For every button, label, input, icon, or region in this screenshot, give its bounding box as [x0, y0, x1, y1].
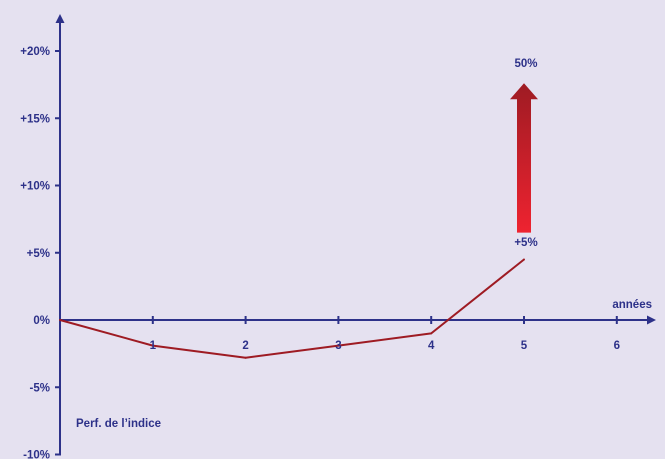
arrow-layer	[510, 83, 538, 233]
y-axis-arrowhead	[55, 14, 65, 23]
y-tick-label: +5%	[27, 248, 50, 260]
x-tick-label: 5	[521, 340, 528, 352]
series-point	[523, 258, 525, 261]
annotation-label: +5%	[514, 237, 537, 249]
x-tick-label: 4	[428, 340, 435, 352]
labels-layer: -10% -5% 0% +5% +10% +15% +20% 1 2 3 4 5 6 années Perf…	[20, 46, 652, 459]
series-point	[59, 319, 61, 321]
series-layer	[59, 258, 525, 359]
series-point	[337, 344, 340, 347]
y-tick-label: -5%	[30, 382, 50, 394]
series-point	[430, 332, 433, 335]
performance-arrow	[510, 83, 538, 233]
axes	[55, 14, 656, 456]
y-axis-label: Perf. de l’indice	[76, 418, 161, 430]
annotation-label: 50%	[514, 58, 537, 70]
y-tick-label: +20%	[20, 46, 50, 58]
y-tick-label: -10%	[23, 450, 50, 459]
y-tick-label: +10%	[20, 181, 50, 193]
x-tick-label: 3	[335, 340, 341, 352]
x-tick-label: 2	[242, 340, 248, 352]
x-tick-label: 1	[150, 340, 157, 352]
series-point	[244, 356, 247, 359]
x-axis-arrowhead	[647, 315, 656, 325]
y-tick-label: 0%	[33, 315, 50, 327]
series-line	[59, 258, 525, 359]
y-tick-label: +15%	[20, 113, 50, 125]
series-point	[151, 344, 154, 347]
x-tick-label: 6	[614, 340, 620, 352]
x-axis-label: années	[612, 299, 652, 311]
